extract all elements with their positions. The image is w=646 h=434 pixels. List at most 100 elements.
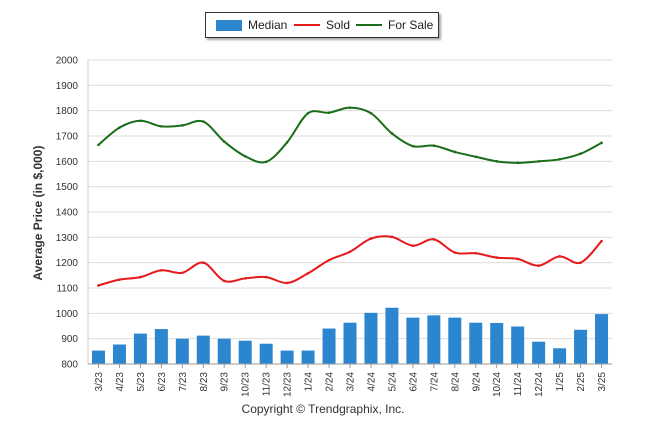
legend-swatch-median: [216, 19, 242, 31]
x-tick-label: 1/25: [555, 372, 566, 392]
x-tick-label: 12/23: [283, 372, 294, 397]
y-tick-label: 1300: [56, 233, 79, 244]
point-for-sale: [264, 160, 268, 164]
x-tick-label: 12/24: [534, 372, 545, 397]
bar-median: [448, 317, 462, 364]
point-sold: [411, 244, 415, 247]
point-sold: [139, 275, 142, 279]
bar-median: [175, 338, 189, 364]
bar-median: [469, 322, 483, 364]
x-tick-label: 8/24: [450, 372, 461, 392]
x-tick-label: 4/23: [115, 372, 126, 392]
x-tick-label: 11/23: [262, 372, 273, 397]
x-tick-label: 2/24: [325, 372, 336, 392]
y-tick-label: 1500: [56, 182, 79, 193]
point-sold: [118, 278, 121, 281]
legend-swatch-for-sale: [356, 24, 382, 26]
point-sold: [579, 261, 582, 264]
point-for-sale: [537, 160, 540, 163]
legend-label-sold: Sold: [326, 18, 351, 32]
x-tick-label: 5/23: [136, 372, 147, 392]
y-tick-label: 1700: [56, 132, 79, 143]
point-for-sale: [579, 152, 582, 156]
point-sold: [201, 261, 205, 264]
y-tick-label: 1600: [56, 157, 79, 168]
y-tick-label: 1800: [56, 106, 79, 117]
point-sold: [97, 284, 100, 287]
point-sold: [600, 239, 603, 243]
legend-label-median: Median: [248, 18, 288, 32]
x-tick-label: 8/23: [199, 372, 210, 392]
bar-median: [91, 350, 105, 364]
point-sold: [160, 268, 163, 272]
point-sold: [453, 251, 457, 254]
bar-median: [301, 350, 315, 364]
point-for-sale: [516, 161, 519, 165]
x-tick-label: 3/24: [346, 372, 357, 392]
legend-item-median[interactable]: Median: [216, 13, 287, 37]
x-axis: 3/23 4/23 5/23 6/23 7/23 8/23 9/23 10/23 11/23 12…: [88, 363, 612, 397]
legend-swatch-sold: [294, 24, 320, 26]
bar-median: [343, 322, 357, 364]
point-sold: [432, 238, 436, 241]
median-bars: [91, 307, 609, 364]
point-for-sale: [181, 124, 184, 127]
x-tick-label: 6/23: [157, 372, 168, 392]
point-for-sale: [495, 160, 499, 163]
point-for-sale: [369, 111, 373, 115]
copyright-footer: Copyright © Trendgraphix, Inc.: [241, 402, 405, 416]
legend-label-for-sale: For Sale: [388, 18, 434, 32]
bar-median: [217, 338, 231, 364]
y-tick-label: 1900: [56, 81, 79, 92]
bar-median: [196, 335, 210, 364]
grid-lines: [88, 59, 612, 365]
y-tick-label: 2000: [56, 56, 79, 67]
legend-item-for-sale[interactable]: For Sale: [356, 13, 433, 37]
bar-median: [511, 326, 525, 364]
y-tick-label: 800: [61, 360, 78, 371]
point-for-sale: [474, 155, 478, 159]
point-for-sale: [243, 154, 247, 158]
x-tick-label: 9/24: [471, 372, 482, 392]
x-tick-label: 1/24: [304, 372, 315, 392]
bar-median: [490, 322, 504, 364]
point-for-sale: [432, 144, 436, 147]
bar-median: [154, 329, 168, 364]
legend-item-sold[interactable]: Sold: [294, 13, 350, 37]
x-tick-label: 6/24: [408, 372, 419, 392]
y-tick-label: 1400: [56, 208, 79, 219]
point-for-sale: [327, 111, 331, 114]
point-sold: [348, 250, 352, 254]
bar-median: [280, 350, 294, 364]
point-for-sale: [558, 158, 561, 161]
point-sold: [516, 257, 519, 261]
point-for-sale: [118, 126, 121, 129]
bar-median: [133, 333, 147, 364]
bar-median: [322, 328, 336, 364]
point-sold: [558, 255, 561, 258]
point-for-sale: [139, 119, 142, 123]
point-sold: [285, 281, 289, 285]
x-tick-label: 2/25: [576, 372, 587, 392]
bar-median: [574, 329, 588, 364]
point-sold: [222, 279, 226, 283]
y-tick-label: 1200: [56, 258, 79, 269]
point-for-sale: [222, 140, 226, 143]
bar-median: [406, 317, 420, 364]
line-sold: [98, 235, 603, 287]
point-for-sale: [453, 150, 457, 154]
y-axis: 800 900 1000 1100 1200 1300 1400 1500 1600 1700 18…: [56, 56, 89, 371]
legend: Median Sold For Sale: [205, 12, 439, 38]
point-for-sale: [160, 125, 163, 128]
bar-median: [595, 314, 609, 364]
x-tick-label: 3/25: [597, 372, 608, 392]
point-for-sale: [348, 106, 352, 109]
bar-median: [259, 343, 273, 364]
x-tick-label: 10/24: [492, 372, 503, 397]
point-sold: [243, 277, 247, 280]
point-for-sale: [306, 111, 310, 115]
point-sold: [181, 271, 184, 275]
bar-median: [112, 344, 126, 364]
y-tick-label: 900: [61, 334, 78, 345]
